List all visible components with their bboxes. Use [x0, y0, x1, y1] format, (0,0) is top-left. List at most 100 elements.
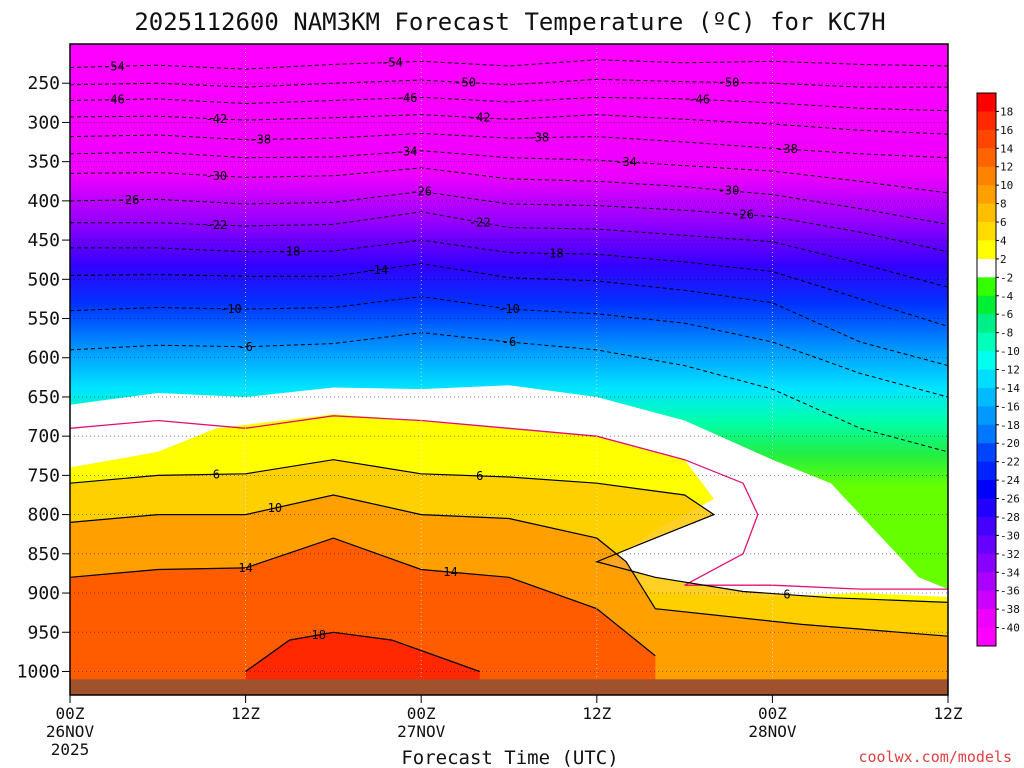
colorbar-swatch [977, 93, 996, 112]
y-tick-label: 450 [27, 230, 60, 251]
colorbar-swatch [977, 516, 996, 536]
colorbar-label: 16 [1000, 124, 1013, 137]
y-tick-label: 950 [27, 622, 60, 643]
colorbar-label: -12 [1000, 364, 1020, 377]
colorbar-label: -22 [1000, 456, 1020, 469]
contour-label: 6 [213, 467, 220, 481]
colorbar-swatch [977, 240, 996, 260]
colorbar-label: 14 [1000, 142, 1014, 155]
y-tick-label: 400 [27, 191, 60, 212]
colorbar-swatch [977, 590, 996, 610]
y-tick-label: 900 [27, 583, 60, 604]
colorbar-swatch [977, 295, 996, 315]
contour-labels: -54 -54 -50 -50 -46 -46 -46 -42 -42 -38 -38 -38 -34 -… [103, 55, 798, 642]
contour-line [70, 537, 656, 657]
contour-label: 6 [476, 469, 483, 483]
ground-surface [70, 679, 948, 695]
contour-label: -42 [469, 111, 491, 125]
colorbar-label: -34 [1000, 566, 1020, 579]
colorbar-label: 4 [1000, 234, 1007, 247]
y-tick-label: 600 [27, 348, 60, 369]
contour-label: 6 [783, 588, 790, 602]
colorbar-swatch [977, 406, 996, 426]
y-tick-label: 850 [27, 544, 60, 565]
colorbar-swatch [977, 258, 996, 278]
colorbar-label: -16 [1000, 400, 1020, 413]
pressure-axis: 250 300 350 400 450 500 550 600 650 700 750 800 850 9… [17, 73, 70, 682]
y-tick-label: 650 [27, 387, 60, 408]
colorbar-label: 12 [1000, 161, 1013, 174]
colorbar-swatch [977, 148, 996, 168]
colorbar-swatch [977, 185, 996, 205]
contour-label: -26 [732, 207, 754, 221]
colorbar-swatch [977, 609, 996, 629]
colorbar-swatch [977, 332, 996, 352]
colorbar-swatch [977, 129, 996, 149]
colorbar-label: 2 [1000, 253, 1007, 266]
y-tick-label: 350 [27, 152, 60, 173]
colorbar-swatch [977, 498, 996, 518]
colorbar-swatch [977, 369, 996, 389]
colorbar-swatch [977, 461, 996, 481]
dashed-contour-lines [70, 59, 948, 590]
colorbar-swatch [977, 553, 996, 573]
x-tick-date: 26NOV [46, 722, 95, 741]
x-tick-date: 27NOV [397, 722, 446, 741]
x-tick-label: 00Z [758, 704, 787, 723]
colorbar-label: -14 [1000, 382, 1020, 395]
colorbar-label: -40 [1000, 622, 1020, 635]
colorbar-label: -2 [1000, 271, 1013, 284]
x-tick-label: 00Z [56, 704, 85, 723]
colorbar-label: -30 [1000, 529, 1020, 542]
x-tick-year: 2025 [51, 740, 90, 759]
y-tick-label: 700 [27, 426, 60, 447]
contour-label: -26 [118, 193, 140, 207]
colorbar-legend: 18 16 14 12 10 8 6 4 2 -2 -4 -6 -8 -10 -12 -14 -16 -18 -20… [976, 92, 1020, 647]
contour-label: -34 [396, 145, 418, 159]
contour-label: -18 [279, 244, 301, 258]
contour-line [70, 211, 948, 288]
colorbar-swatch [977, 203, 996, 223]
contour-label: -38 [249, 132, 271, 146]
y-tick-label: 800 [27, 505, 60, 526]
colorbar-label: 18 [1000, 105, 1013, 118]
colorbar-label: 8 [1000, 198, 1007, 211]
contour-label: -26 [410, 184, 432, 198]
contour-line [70, 296, 948, 398]
contour-line [70, 494, 948, 637]
contour-label: -46 [688, 93, 710, 107]
plot-frame [69, 43, 949, 696]
colorbar-swatch [977, 627, 996, 647]
colorbar-swatch [977, 314, 996, 334]
contour-label: -46 [396, 91, 418, 105]
colorbar-label: -18 [1000, 419, 1020, 432]
colorbar-swatch [977, 387, 996, 407]
colorbar-label: -8 [1000, 327, 1013, 340]
freezing-line [70, 415, 948, 590]
contour-label: -42 [205, 112, 227, 126]
y-tick-label: 250 [27, 73, 60, 94]
colorbar-label: -36 [1000, 585, 1020, 598]
colorbar-swatch [977, 535, 996, 555]
colorbar-label: -6 [1000, 308, 1013, 321]
y-tick-label: 750 [27, 465, 60, 486]
contour-label: -14 [366, 263, 388, 277]
contour-label: -22 [205, 218, 227, 232]
contour-label: -46 [103, 93, 125, 107]
contour-label: -22 [469, 215, 491, 229]
x-tick-label: 12Z [934, 704, 963, 723]
contour-label: 18 [312, 628, 326, 642]
colorbar-swatch [977, 111, 996, 131]
contour-label: -38 [527, 131, 549, 145]
contour-label: -54 [381, 55, 403, 69]
solid-contour-lines [70, 459, 948, 673]
x-tick-label: 00Z [407, 704, 436, 723]
contour-label: -54 [103, 59, 125, 73]
contour-label: -10 [498, 302, 520, 316]
colorbar-label: 6 [1000, 216, 1007, 229]
colorbar-label: -28 [1000, 511, 1020, 524]
plot-area: -54 -54 -50 -50 -46 -46 -46 -42 -42 -38 -38 -38 -34 -… [70, 44, 948, 695]
colorbar-label: -24 [1000, 474, 1020, 487]
contour-label: -6 [502, 335, 516, 349]
